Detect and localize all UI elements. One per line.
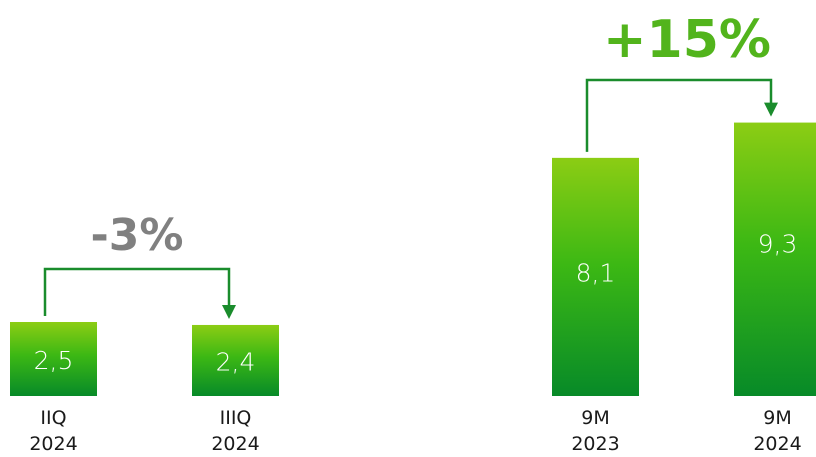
bar-iiq-2024	[10, 322, 97, 396]
category-label-9m-2024: 9M	[763, 407, 791, 429]
group-quarterly: 2,5 2,4 -3% IIQ 2024 IIIQ 2024	[10, 210, 279, 455]
bar-value-9m-2023: 8,1	[576, 259, 616, 288]
category-label-iiq: IIQ	[40, 407, 66, 429]
bar-value-iiq-2024: 2,5	[34, 346, 74, 375]
category-label-iiiq: IIIQ	[220, 407, 252, 429]
change-label-quarterly: -3%	[91, 210, 184, 261]
category-year-iiiq: 2024	[211, 433, 259, 455]
connector-arrow-quarterly	[222, 304, 236, 319]
connector-arrow-nine-months	[764, 102, 778, 117]
bar-value-iiiq-2024: 2,4	[216, 347, 256, 376]
bar-9m-2024	[734, 122, 816, 396]
category-year-9m-2023: 2023	[571, 433, 619, 455]
connector-line-nine-months	[585, 78, 773, 152]
bar-iiiq-2024	[192, 324, 279, 396]
change-label-nine-months: +15%	[603, 10, 771, 70]
bar-9m-2023	[552, 157, 639, 396]
bar-value-9m-2024: 9,3	[758, 230, 798, 259]
connector-line-quarterly	[43, 267, 231, 316]
category-year-9m-2024: 2024	[753, 433, 801, 455]
category-label-9m-2023: 9M	[581, 407, 609, 429]
group-nine-months: 8,1 9,3 +15% 9M 2023 9M 2024	[552, 10, 816, 455]
category-year-iiq: 2024	[29, 433, 77, 455]
